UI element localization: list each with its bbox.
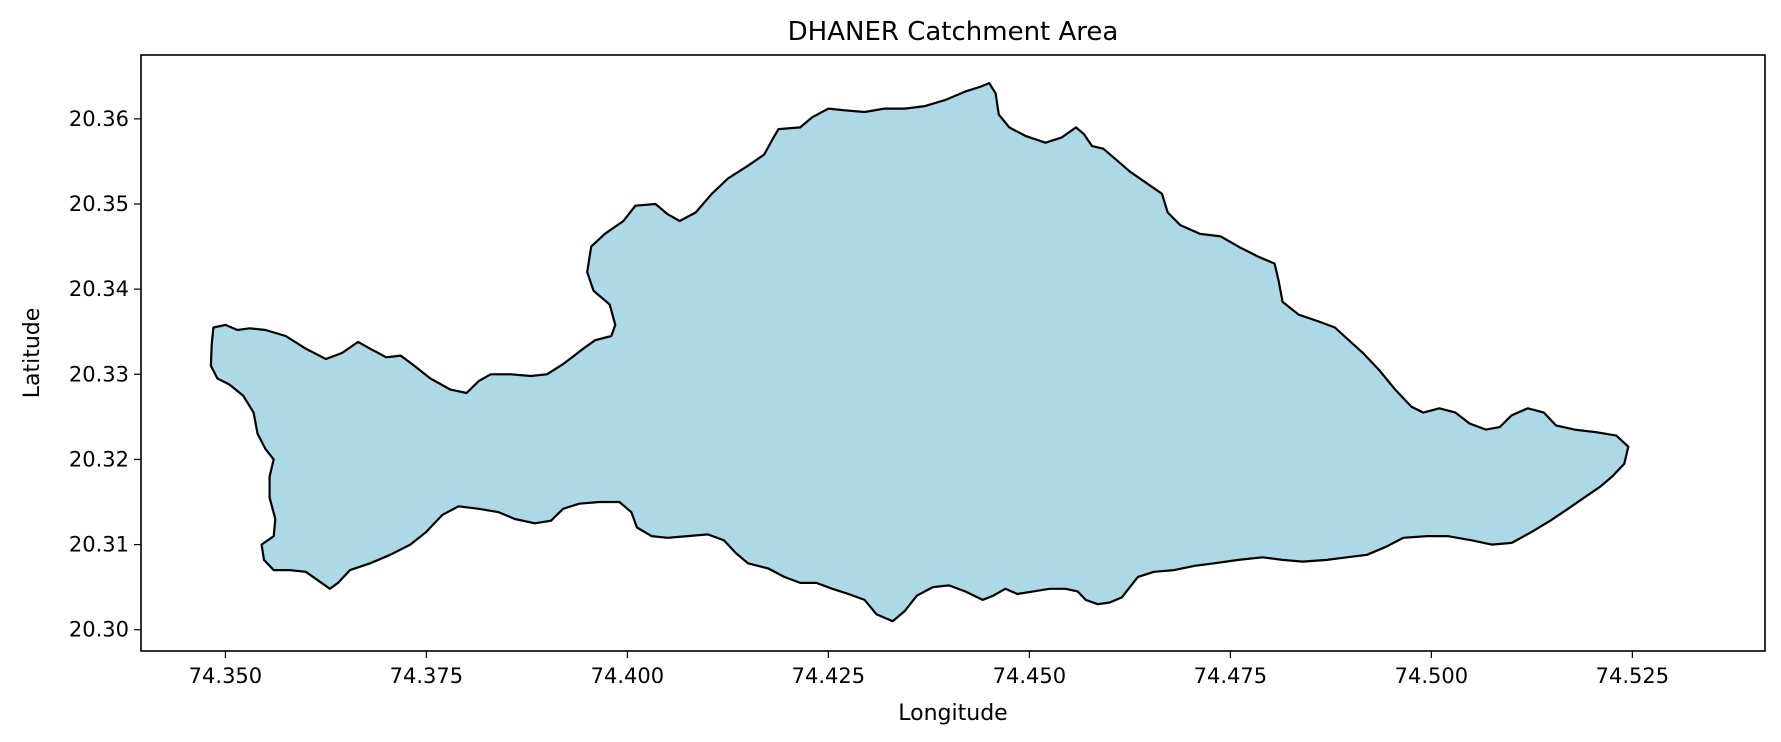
x-tick-label: 74.350 [189,664,262,688]
x-tick-label: 74.375 [390,664,463,688]
catchment-polygon [209,82,1630,623]
y-axis-ticks: 20.30 20.31 20.32 20.33 20.34 20.35 20.36 [69,107,141,642]
plot-area [140,54,1766,652]
x-tick-label: 74.525 [1596,664,1669,688]
x-axis-ticks: 74.350 74.375 74.400 74.425 74.450 74.475 74.5… [189,651,1669,688]
chart-title: DHANER Catchment Area [788,17,1119,47]
y-tick-label: 20.31 [69,533,129,557]
y-tick-label: 20.30 [69,618,129,642]
plot-frame [140,54,1766,652]
y-axis-label: Latitude [20,308,45,399]
x-tick-label: 74.500 [1395,664,1468,688]
y-tick-label: 20.32 [69,447,129,471]
x-tick-label: 74.450 [993,664,1066,688]
x-axis-label: Longitude [898,701,1007,726]
y-tick-label: 20.33 [69,362,129,386]
x-tick-label: 74.475 [1194,664,1267,688]
x-tick-label: 74.400 [591,664,664,688]
y-tick-label: 20.36 [69,107,129,131]
x-tick-label: 74.425 [792,664,865,688]
y-tick-label: 20.34 [69,277,129,301]
y-tick-label: 20.35 [69,192,129,216]
